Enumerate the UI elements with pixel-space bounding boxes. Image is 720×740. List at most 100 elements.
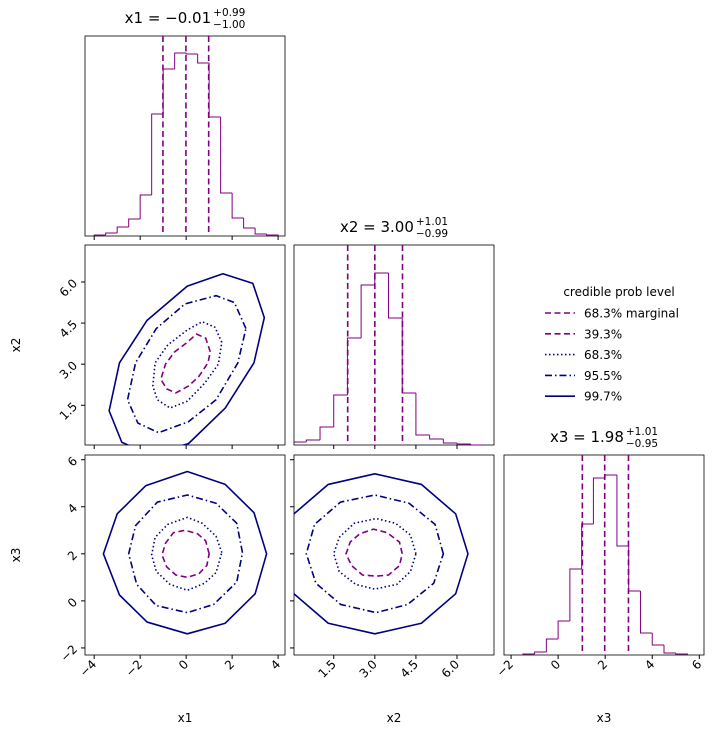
title-upper: +1.01 (416, 216, 448, 228)
x-tick-label: −2 (494, 657, 516, 679)
contour (160, 333, 212, 394)
legend-title: credible prob level (563, 285, 674, 299)
y-axis-label: x3 (9, 548, 23, 563)
contour (126, 294, 247, 434)
panel-title: x1 = −0.01 (125, 9, 212, 27)
hist-bin (581, 523, 594, 569)
panel-frame (293, 244, 495, 446)
x-tick-label: 3.0 (357, 657, 380, 680)
hist-bin (105, 232, 118, 235)
legend-label: 39.3% (584, 327, 622, 341)
hist-bin (319, 426, 334, 440)
hist-bin (442, 439, 458, 444)
hist-bin (116, 226, 129, 233)
hist-bin (208, 63, 221, 118)
contour (127, 494, 244, 614)
hist-bin (415, 393, 430, 436)
contour (108, 272, 266, 445)
hist-bin (675, 653, 689, 655)
contour (152, 320, 223, 409)
hist-bin (388, 273, 403, 319)
panel-frame (293, 454, 495, 656)
hist-bin (616, 475, 629, 547)
hist-bin (243, 218, 256, 229)
x-tick-label: 4 (268, 657, 283, 672)
hist-bin (651, 633, 664, 646)
hist-bin (305, 439, 321, 442)
x-tick-label: −2 (123, 657, 145, 679)
panel (93, 36, 279, 236)
hist-bin (294, 441, 307, 443)
hist-bin (151, 113, 164, 195)
hist-bin (139, 194, 152, 219)
hist-bin (360, 284, 375, 338)
title-upper: +0.99 (213, 7, 245, 19)
x-axis-label: x2 (387, 711, 402, 725)
panel-frame (84, 454, 286, 656)
legend-label: 99.7% (584, 390, 622, 404)
y-tick-label: 6.0 (57, 276, 80, 299)
contour (305, 494, 445, 614)
x-axis-label: x1 (178, 711, 193, 725)
contour (161, 529, 210, 579)
y-tick-label: 2 (65, 548, 80, 563)
title-lower: −0.99 (416, 228, 448, 240)
panel (294, 473, 469, 635)
y-tick-label: 1.5 (57, 399, 80, 422)
y-tick-label: 3.0 (57, 358, 80, 381)
y-tick-label: 4.5 (57, 317, 80, 340)
hist-bin (174, 52, 187, 69)
panel (102, 470, 268, 635)
title-lower: −0.95 (626, 438, 658, 450)
x-tick-label: 4 (642, 657, 657, 672)
hist-bin (197, 54, 210, 64)
y-axis-label: x2 (9, 338, 23, 353)
y-tick-label: 4 (65, 501, 80, 516)
legend-label: 68.3% (584, 348, 622, 362)
hist-bin (93, 234, 106, 236)
panel-frame (84, 35, 286, 237)
x-tick-label: −4 (77, 657, 99, 679)
title-upper: +1.01 (626, 426, 658, 438)
hist-bin (628, 546, 641, 592)
hist-bin (545, 638, 559, 652)
hist-bin (254, 228, 267, 235)
hist-bin (592, 477, 606, 524)
contour (345, 528, 404, 577)
panel (108, 272, 266, 445)
hist-bin (333, 394, 348, 427)
y-tick-label: 6 (65, 454, 80, 469)
hist-bin (266, 234, 279, 236)
panel-title: x3 = 1.98 (550, 428, 624, 446)
x-tick-label: 2 (222, 657, 237, 672)
contour (150, 516, 223, 592)
x-tick-label: 6 (689, 657, 704, 672)
hist-bin (185, 53, 198, 55)
x-tick-label: 2 (595, 657, 610, 672)
hist-bin (128, 218, 141, 227)
panel-title: x2 = 3.00 (340, 218, 414, 236)
hist-bin (470, 444, 485, 445)
panel (522, 455, 689, 655)
y-tick-label: −2 (58, 642, 80, 664)
legend-label: 68.3% marginal (584, 307, 679, 321)
x-tick-label: 6.0 (439, 657, 462, 680)
contour (332, 517, 417, 590)
hist-bin (346, 337, 362, 395)
hist-bin (604, 474, 617, 478)
hist-bin (569, 568, 582, 621)
x-axis-label: x3 (597, 711, 612, 725)
x-tick-label: 4.5 (398, 657, 421, 680)
x-tick-label: 0 (176, 657, 191, 672)
hist-bin (374, 272, 389, 285)
contour (102, 470, 268, 635)
hist-bin (534, 651, 547, 654)
hist-bin (231, 193, 244, 219)
legend-label: 95.5% (584, 369, 622, 383)
y-tick-label: 0 (65, 595, 80, 610)
contour (294, 473, 469, 635)
hist-bin (220, 117, 233, 194)
hist-bin (401, 318, 416, 394)
hist-bin (429, 435, 444, 440)
